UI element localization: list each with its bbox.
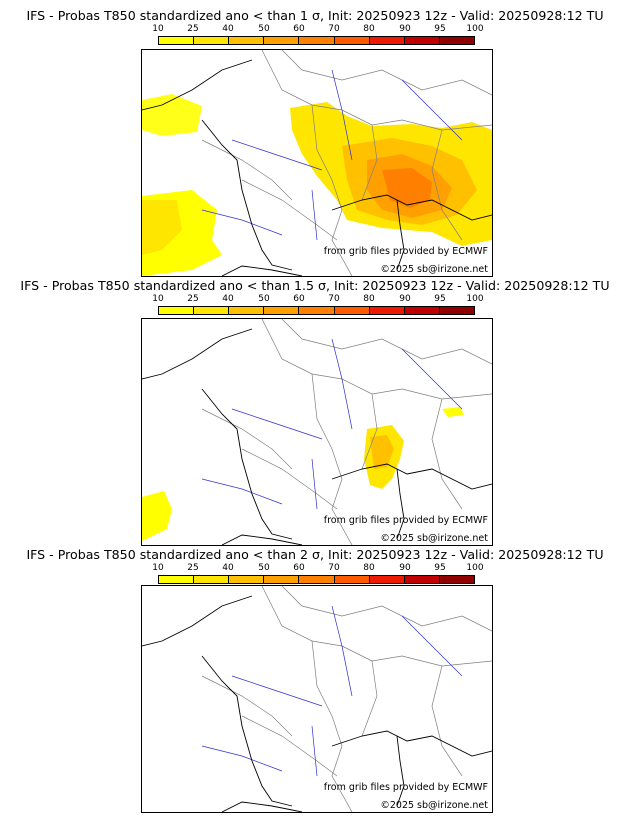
colorbar-swatch	[194, 307, 230, 314]
map-svg	[142, 586, 492, 812]
colorbar-tick: 25	[187, 563, 199, 573]
colorbar-swatch	[159, 307, 195, 314]
map-svg	[142, 50, 492, 276]
colorbar-swatch	[194, 37, 230, 44]
colorbar-swatch	[264, 576, 300, 583]
colorbar-tick: 10	[152, 563, 164, 573]
colorbar-tick: 60	[293, 563, 305, 573]
probability-map: from grib files provided by ECMWF ©2025 …	[141, 585, 493, 813]
colorbar-tick: 70	[328, 24, 340, 34]
credit-site: ©2025 sb@irizone.net	[380, 264, 488, 275]
colorbar-swatch	[159, 37, 195, 44]
probability-map: from grib files provided by ECMWF ©2025 …	[141, 318, 493, 546]
colorbar-tick: 100	[466, 294, 484, 304]
colorbar-swatch	[159, 576, 195, 583]
colorbar-tick: 10	[152, 24, 164, 34]
colorbar-swatch	[404, 37, 440, 44]
colorbar-tick: 95	[434, 563, 446, 573]
colorbar-tick-labels: 10 25 40 50 60 70 80 90 95 100	[152, 24, 483, 35]
rivers	[201, 605, 463, 777]
panel-title: IFS - Probas T850 standardized ano < tha…	[20, 278, 610, 293]
colorbar-tick: 70	[328, 563, 340, 573]
colorbar-tick: 95	[434, 24, 446, 34]
coastline	[142, 328, 492, 545]
country-borders	[201, 319, 492, 545]
colorbar-swatch	[194, 576, 230, 583]
coastline	[142, 59, 492, 276]
panel-title: IFS - Probas T850 standardized ano < tha…	[26, 547, 604, 562]
colorbar-swatch	[229, 576, 265, 583]
probability-shading	[142, 94, 492, 276]
colorbar-swatch	[404, 576, 440, 583]
map-svg	[142, 319, 492, 545]
colorbar-tick: 100	[466, 563, 484, 573]
panel-2-sigma-1-5: IFS - Probas T850 standardized ano < tha…	[0, 278, 630, 550]
colorbar-tick: 40	[222, 294, 234, 304]
credit-grib: from grib files provided by ECMWF	[323, 782, 488, 793]
colorbar-tick: 40	[222, 563, 234, 573]
colorbar-swatch	[334, 576, 370, 583]
country-borders	[201, 50, 492, 276]
colorbar-swatch	[369, 307, 405, 314]
colorbar-tick: 90	[399, 24, 411, 34]
colorbar-swatch	[299, 576, 335, 583]
colorbar-swatch	[264, 37, 300, 44]
rivers	[201, 69, 463, 241]
credit-site: ©2025 sb@irizone.net	[380, 800, 488, 811]
colorbar-tick: 100	[466, 24, 484, 34]
panel-3-sigma-2: IFS - Probas T850 standardized ano < tha…	[0, 547, 630, 819]
colorbar-swatches	[158, 575, 475, 584]
colorbar-tick: 60	[293, 294, 305, 304]
colorbar-swatch	[334, 307, 370, 314]
country-borders	[201, 586, 492, 812]
credit-grib: from grib files provided by ECMWF	[323, 246, 488, 257]
colorbar-tick: 25	[187, 24, 199, 34]
colorbar-tick: 50	[258, 294, 270, 304]
colorbar-swatch	[439, 37, 474, 44]
colorbar-swatch	[439, 576, 474, 583]
colorbar-swatches	[158, 306, 475, 315]
colorbar-swatch	[369, 37, 405, 44]
colorbar-swatch	[299, 307, 335, 314]
colorbar-tick: 60	[293, 24, 305, 34]
colorbar-swatch	[229, 37, 265, 44]
colorbar-tick: 10	[152, 294, 164, 304]
coastline	[142, 595, 492, 812]
colorbar-swatches	[158, 36, 475, 45]
colorbar-tick: 95	[434, 294, 446, 304]
rivers	[201, 338, 463, 510]
colorbar-swatch	[264, 307, 300, 314]
colorbar-tick: 50	[258, 24, 270, 34]
colorbar-tick: 50	[258, 563, 270, 573]
colorbar-tick: 80	[363, 294, 375, 304]
colorbar-tick: 80	[363, 563, 375, 573]
colorbar-tick: 80	[363, 24, 375, 34]
probability-shading	[142, 407, 464, 541]
colorbar-tick: 90	[399, 294, 411, 304]
colorbar-tick: 25	[187, 294, 199, 304]
credit-site: ©2025 sb@irizone.net	[380, 533, 488, 544]
colorbar-tick: 40	[222, 24, 234, 34]
colorbar: 10 25 40 50 60 70 80 90 95 100	[152, 24, 484, 52]
panel-1-sigma-1: IFS - Probas T850 standardized ano < tha…	[0, 8, 630, 280]
credit-grib: from grib files provided by ECMWF	[323, 515, 488, 526]
panel-title: IFS - Probas T850 standardized ano < tha…	[26, 8, 604, 23]
colorbar: 10 25 40 50 60 70 80 90 95 100	[152, 563, 484, 591]
colorbar-tick-labels: 10 25 40 50 60 70 80 90 95 100	[152, 563, 483, 574]
probability-map: from grib files provided by ECMWF ©2025 …	[141, 49, 493, 277]
colorbar-tick: 90	[399, 563, 411, 573]
colorbar: 10 25 40 50 60 70 80 90 95 100	[152, 294, 484, 322]
colorbar-swatch	[229, 307, 265, 314]
colorbar-swatch	[439, 307, 474, 314]
colorbar-swatch	[404, 307, 440, 314]
colorbar-tick: 70	[328, 294, 340, 304]
colorbar-tick-labels: 10 25 40 50 60 70 80 90 95 100	[152, 294, 483, 305]
colorbar-swatch	[299, 37, 335, 44]
colorbar-swatch	[369, 576, 405, 583]
colorbar-swatch	[334, 37, 370, 44]
